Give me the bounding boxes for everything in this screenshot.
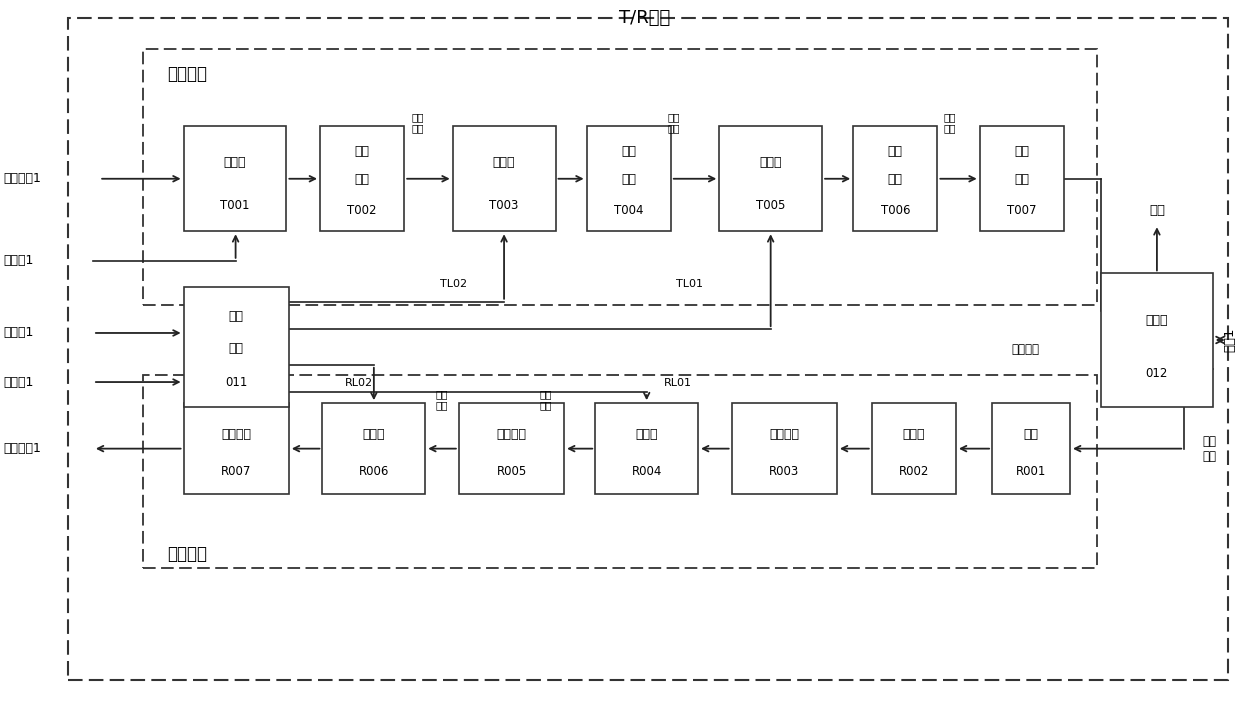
Bar: [453, 126, 556, 231]
Text: R001: R001: [1016, 465, 1047, 478]
Text: T003: T003: [490, 198, 518, 212]
Bar: [143, 49, 1097, 305]
Text: 放大: 放大: [621, 145, 636, 158]
Text: T005: T005: [756, 198, 785, 212]
Text: TL01: TL01: [676, 279, 703, 289]
Text: R003: R003: [769, 465, 800, 478]
Text: 011: 011: [224, 376, 248, 389]
Bar: [853, 126, 937, 231]
Bar: [1101, 273, 1213, 407]
Bar: [595, 403, 698, 494]
Text: R007: R007: [221, 465, 252, 478]
Text: 接收
一中: 接收 一中: [539, 389, 552, 410]
Text: 一混频: 一混频: [635, 428, 658, 442]
Text: 三混频: 三混频: [223, 156, 247, 170]
Text: 环行器: 环行器: [1146, 313, 1168, 327]
Bar: [322, 403, 425, 494]
Text: 滤波: 滤波: [355, 173, 370, 186]
Text: 发射
激励: 发射 激励: [944, 112, 956, 133]
Text: 接收
一中: 接收 一中: [435, 389, 449, 410]
Text: R005: R005: [496, 465, 527, 478]
Text: T002: T002: [347, 204, 377, 217]
Text: 二混频: 二混频: [492, 156, 516, 170]
Text: 放大滤波: 放大滤波: [221, 428, 252, 442]
Text: 放大: 放大: [355, 145, 370, 158]
Bar: [143, 375, 1097, 568]
Text: T004: T004: [614, 204, 644, 217]
Text: 回波
信号: 回波 信号: [1202, 435, 1216, 463]
Text: 滤波: 滤波: [888, 173, 903, 186]
Text: 012: 012: [1146, 367, 1168, 380]
Text: 接收通路: 接收通路: [167, 545, 207, 563]
Text: 功率: 功率: [1014, 145, 1029, 158]
Text: 低噪放: 低噪放: [903, 428, 925, 442]
Bar: [320, 126, 404, 231]
Text: 发射
二中: 发射 二中: [412, 112, 424, 133]
Text: 一本振1: 一本振1: [4, 376, 33, 388]
Text: T/R通道: T/R通道: [619, 8, 671, 27]
Text: 发射信号: 发射信号: [1011, 343, 1039, 355]
Bar: [872, 403, 956, 494]
Text: T006: T006: [880, 204, 910, 217]
Bar: [732, 403, 837, 494]
Text: 发射通路: 发射通路: [167, 64, 207, 83]
Text: 带通滤波: 带通滤波: [769, 428, 800, 442]
Bar: [587, 126, 671, 231]
Text: 负载: 负载: [1149, 204, 1164, 217]
Bar: [184, 403, 289, 494]
Text: 二本振1: 二本振1: [4, 327, 33, 339]
Text: R004: R004: [631, 465, 662, 478]
Bar: [184, 287, 289, 407]
Text: R006: R006: [358, 465, 389, 478]
Text: 滤波: 滤波: [621, 173, 636, 186]
Text: 三本振1: 三本振1: [4, 254, 33, 267]
Text: 二混频: 二混频: [362, 428, 386, 442]
Text: 天线1: 天线1: [1224, 328, 1236, 352]
Bar: [719, 126, 822, 231]
Text: T007: T007: [1007, 204, 1037, 217]
Text: 放大: 放大: [1014, 173, 1029, 186]
Text: T001: T001: [221, 198, 249, 212]
Text: 功分: 功分: [228, 310, 244, 322]
Text: R002: R002: [899, 465, 929, 478]
Text: TL02: TL02: [440, 279, 467, 289]
Text: 中频回波1: 中频回波1: [4, 442, 42, 455]
Bar: [992, 403, 1070, 494]
Text: 中频波形1: 中频波形1: [4, 172, 42, 185]
Bar: [459, 403, 564, 494]
Bar: [184, 126, 286, 231]
Text: RL01: RL01: [663, 378, 692, 388]
Text: RL02: RL02: [345, 378, 373, 388]
Text: 放大: 放大: [888, 145, 903, 158]
Text: 处理: 处理: [228, 341, 244, 355]
Text: 限幅: 限幅: [1023, 428, 1039, 442]
Bar: [980, 126, 1064, 231]
Text: 放大滤波: 放大滤波: [496, 428, 527, 442]
Text: 发射
一中: 发射 一中: [667, 112, 680, 133]
Text: 一混频: 一混频: [759, 156, 782, 170]
